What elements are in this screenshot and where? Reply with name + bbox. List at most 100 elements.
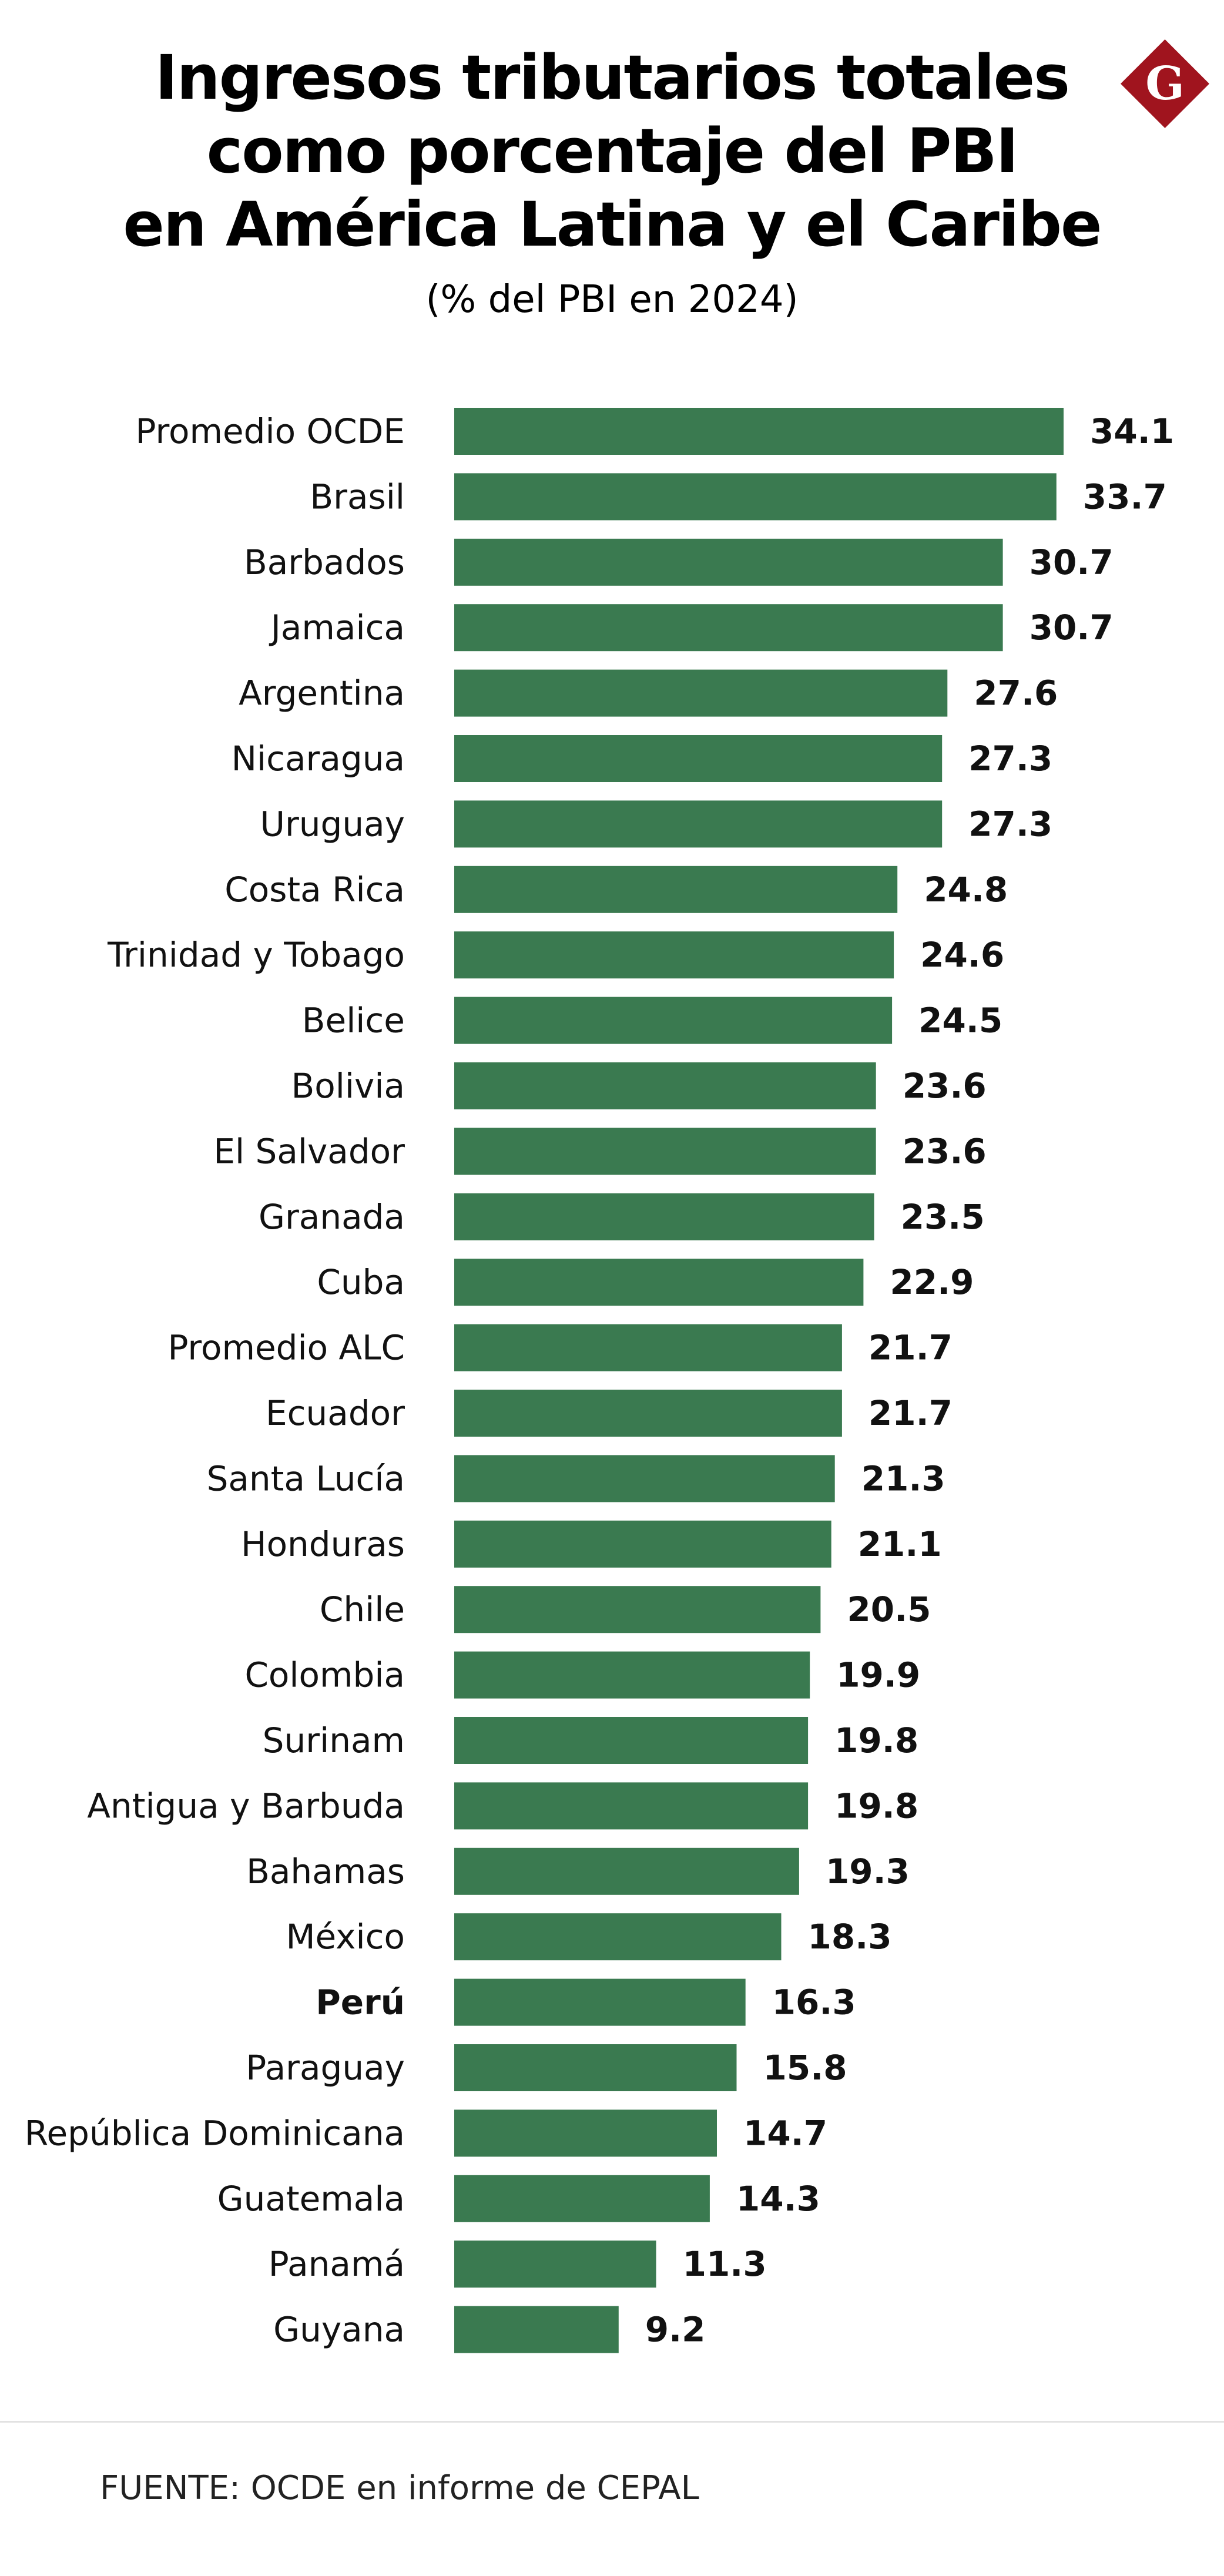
category-label-barbados: Barbados	[244, 542, 405, 582]
value-label-santa-lucia: 21.3	[861, 1458, 945, 1498]
chart-header: Ingresos tributarios totales como porcen…	[0, 41, 1224, 323]
bar-promedio-ocde	[454, 408, 1064, 455]
value-label-costa-rica: 24.8	[924, 870, 1008, 910]
category-label-brasil: Brasil	[310, 477, 405, 516]
value-label-antigua-y-barbuda: 19.8	[834, 1786, 918, 1826]
category-label-santa-lucia: Santa Lucía	[207, 1458, 405, 1498]
chart-title: Ingresos tributarios totales como porcen…	[123, 42, 1102, 260]
bar-surinam	[454, 1717, 809, 1764]
value-label-honduras: 21.1	[858, 1524, 942, 1564]
value-label-promedio-alc: 21.7	[868, 1328, 953, 1368]
bars-layer: Promedio OCDE 34.1 Brasil 33.7 Barbados 30.7 J…	[25, 408, 1174, 2353]
footer-divider	[0, 2421, 1224, 2423]
bar-paraguay	[454, 2044, 737, 2091]
value-label-barbados: 30.7	[1029, 542, 1114, 582]
value-label-granada: 23.5	[901, 1197, 985, 1237]
bar-barbados	[454, 538, 1003, 586]
category-label-ecuador: Ecuador	[266, 1393, 405, 1433]
category-label-bahamas: Bahamas	[246, 1852, 405, 1891]
value-label-bahamas: 19.3	[826, 1852, 910, 1891]
value-label-bolivia: 23.6	[903, 1066, 987, 1106]
bar-colombia	[454, 1651, 810, 1699]
category-label-promedio-alc: Promedio ALC	[167, 1328, 405, 1368]
category-label-trinidad-y-tobago: Trinidad y Tobago	[107, 935, 405, 975]
source-note: FUENTE: OCDE en informe de CEPAL	[100, 2469, 699, 2507]
category-label-guyana: Guyana	[273, 2310, 405, 2350]
bar-guyana	[454, 2306, 619, 2353]
value-label-peru: 16.3	[772, 1983, 856, 2022]
category-label-guatemala: Guatemala	[217, 2179, 405, 2219]
category-label-costa-rica: Costa Rica	[224, 870, 405, 910]
bar-brasil	[454, 473, 1057, 521]
bar-cuba	[454, 1259, 864, 1306]
category-label-surinam: Surinam	[263, 1720, 405, 1760]
value-label-belice: 24.5	[918, 1001, 1002, 1041]
gestion-diamond-logo: G	[1121, 39, 1209, 128]
bar-el-salvador	[454, 1128, 876, 1175]
category-label-antigua-y-barbuda: Antigua y Barbuda	[87, 1786, 405, 1826]
category-label-argentina: Argentina	[239, 673, 405, 713]
logo-diamond-shape	[1121, 39, 1209, 128]
category-label-nicaragua: Nicaragua	[232, 739, 405, 779]
bar-promedio-alc	[454, 1324, 842, 1371]
bar-bahamas	[454, 1847, 799, 1895]
value-label-ecuador: 21.7	[868, 1393, 953, 1433]
bar-bolivia	[454, 1062, 876, 1109]
category-label-belice: Belice	[302, 1001, 405, 1041]
bar-santa-lucia	[454, 1455, 835, 1502]
bar-argentina	[454, 669, 948, 717]
value-label-chile: 20.5	[847, 1589, 931, 1629]
category-label-jamaica: Jamaica	[269, 608, 405, 648]
value-label-jamaica: 30.7	[1029, 608, 1114, 648]
category-label-cuba: Cuba	[317, 1262, 405, 1302]
chart-subtitle: (% del PBI en 2024)	[425, 278, 799, 321]
bar-granada	[454, 1193, 874, 1240]
bar-mexico	[454, 1913, 782, 1961]
bar-belice	[454, 997, 893, 1044]
value-label-guyana: 9.2	[645, 2310, 706, 2350]
value-label-colombia: 19.9	[836, 1655, 920, 1695]
bar-costa-rica	[454, 866, 898, 913]
bar-chile	[454, 1586, 821, 1634]
value-label-republica-dominicana: 14.7	[743, 2113, 827, 2153]
category-label-bolivia: Bolivia	[291, 1066, 405, 1106]
bar-panama	[454, 2240, 656, 2288]
value-label-argentina: 27.6	[974, 673, 1058, 713]
value-label-guatemala: 14.3	[736, 2179, 820, 2219]
value-label-uruguay: 27.3	[968, 804, 1052, 844]
category-label-uruguay: Uruguay	[260, 804, 405, 844]
value-label-surinam: 19.8	[834, 1720, 918, 1760]
bar-trinidad-y-tobago	[454, 931, 894, 979]
category-label-republica-dominicana: República Dominicana	[25, 2113, 405, 2153]
value-label-paraguay: 15.8	[763, 2048, 847, 2088]
category-label-peru: Perú	[316, 1983, 405, 2022]
value-label-mexico: 18.3	[808, 1917, 892, 1957]
category-label-chile: Chile	[320, 1589, 405, 1629]
bar-peru	[454, 1978, 746, 2026]
category-label-colombia: Colombia	[244, 1655, 405, 1695]
value-label-el-salvador: 23.6	[903, 1131, 987, 1171]
bar-honduras	[454, 1520, 831, 1568]
bar-antigua-y-barbuda	[454, 1782, 809, 1830]
logo-letter: G	[1145, 57, 1185, 110]
category-label-el-salvador: El Salvador	[213, 1131, 405, 1171]
category-label-promedio-ocde: Promedio OCDE	[135, 411, 405, 451]
category-label-paraguay: Paraguay	[246, 2048, 405, 2088]
bar-jamaica	[454, 604, 1003, 652]
bar-uruguay	[454, 800, 943, 848]
bar-nicaragua	[454, 735, 943, 782]
category-label-panama: Panamá	[269, 2244, 405, 2284]
value-label-nicaragua: 27.3	[968, 739, 1052, 779]
category-label-honduras: Honduras	[241, 1524, 405, 1564]
value-label-panama: 11.3	[683, 2244, 767, 2284]
value-label-brasil: 33.7	[1083, 477, 1167, 516]
category-label-granada: Granada	[259, 1197, 405, 1237]
bar-republica-dominicana	[454, 2109, 717, 2157]
value-label-promedio-ocde: 34.1	[1090, 411, 1174, 451]
value-label-cuba: 22.9	[890, 1262, 974, 1302]
category-label-mexico: México	[286, 1917, 405, 1957]
bar-ecuador	[454, 1390, 842, 1437]
value-label-trinidad-y-tobago: 24.6	[920, 935, 1004, 975]
bar-guatemala	[454, 2175, 710, 2222]
